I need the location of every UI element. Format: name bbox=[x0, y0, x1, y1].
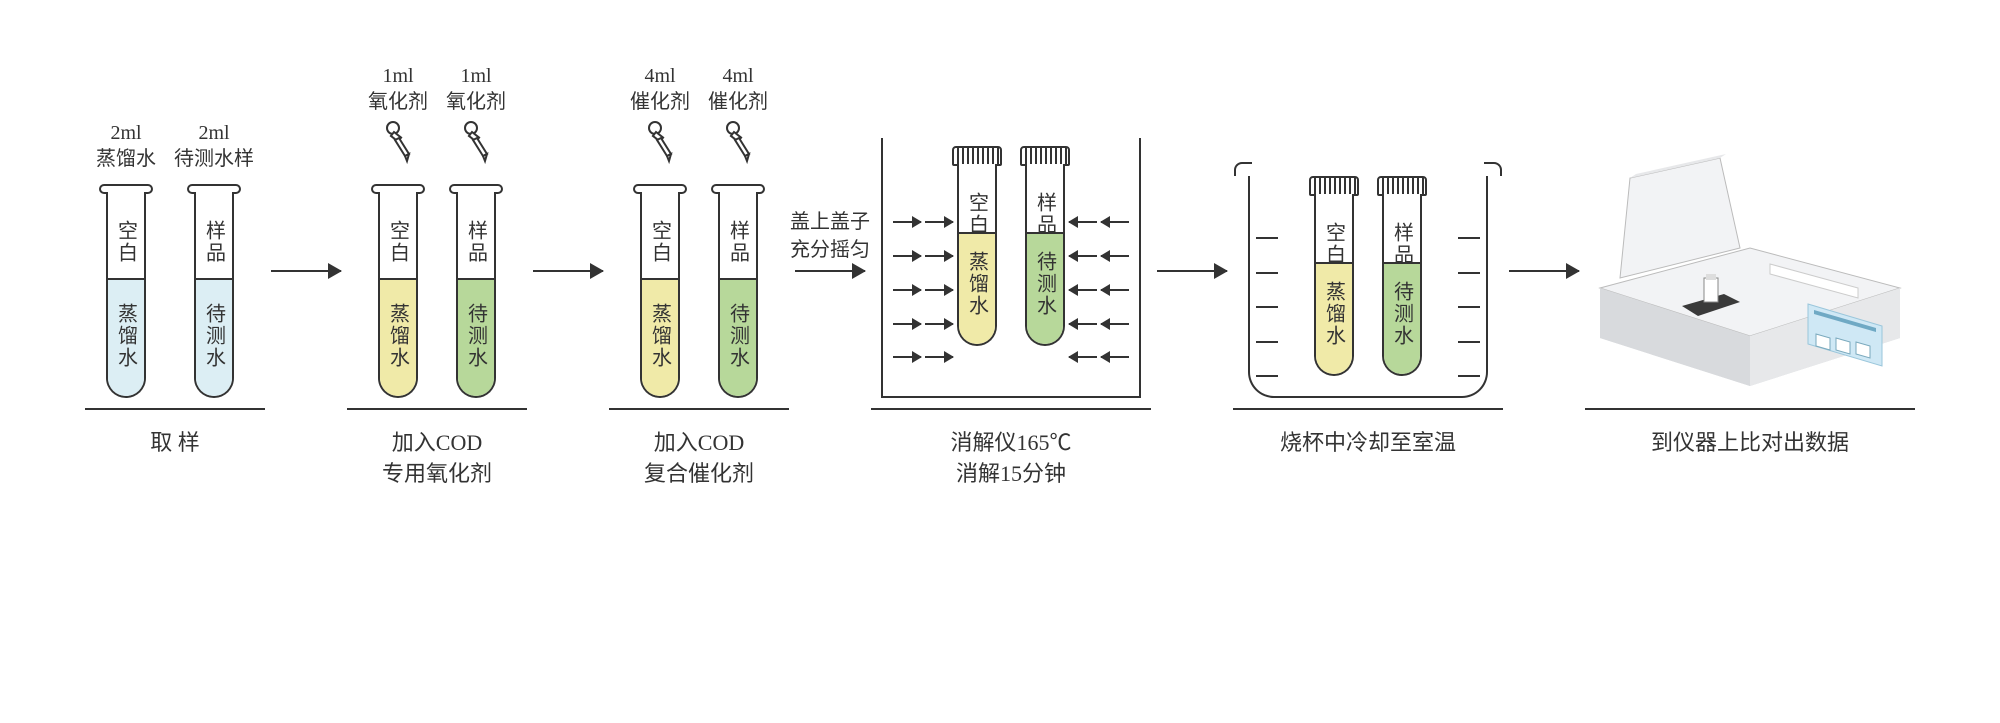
tube-top-label: 4ml催化剂 bbox=[708, 63, 768, 115]
digester: 空白蒸馏水样品待测水 bbox=[881, 138, 1141, 398]
tube-label-lower: 蒸馏水 bbox=[642, 286, 678, 386]
step-sampling: 2ml蒸馏水空白蒸馏水 2ml待测水样样品待测水取 样 bbox=[85, 50, 265, 490]
step-caption: 加入COD专用氧化剂 bbox=[382, 410, 492, 490]
tube: 空白蒸馏水 bbox=[1307, 176, 1361, 376]
process-arrow bbox=[1503, 10, 1585, 470]
step-cool: 空白蒸馏水样品待测水烧杯中冷却至室温 bbox=[1233, 50, 1503, 490]
tube-label-upper: 样品 bbox=[458, 202, 494, 282]
beaker: 空白蒸馏水样品待测水 bbox=[1248, 168, 1488, 398]
tube-label-lower: 蒸馏水 bbox=[108, 286, 144, 386]
tube-label-lower: 待测水 bbox=[720, 286, 756, 386]
tube-label-lower: 待测水 bbox=[458, 286, 494, 386]
process-arrow bbox=[265, 10, 347, 470]
tube-label-lower: 蒸馏水 bbox=[380, 286, 416, 386]
step-catalyst: 4ml催化剂空白蒸馏水4ml催化剂样品待测水加入COD复合催化剂 bbox=[609, 50, 789, 490]
cod-procedure-diagram: 2ml蒸馏水空白蒸馏水2ml待测水样样品待测水取 样1ml氧化剂空白蒸馏水1ml… bbox=[20, 40, 1980, 500]
tube: 4ml催化剂空白蒸馏水 bbox=[630, 63, 690, 398]
process-arrow bbox=[527, 10, 609, 470]
tube-top-label: 2ml待测水样 bbox=[174, 120, 254, 172]
tube: 1ml氧化剂样品待测水 bbox=[446, 63, 506, 398]
arrow-annotation: 盖上盖子充分摇匀 bbox=[790, 208, 870, 264]
step-caption: 取 样 bbox=[150, 410, 200, 490]
dropper-icon bbox=[725, 121, 751, 169]
dropper-icon bbox=[647, 121, 673, 169]
tube-label-lower: 待测水 bbox=[1027, 234, 1063, 334]
tube-label-lower: 待测水 bbox=[196, 286, 232, 386]
tube-top-label: 2ml蒸馏水 bbox=[96, 120, 156, 172]
tube: 4ml催化剂样品待测水 bbox=[708, 63, 768, 398]
tube: 1ml氧化剂空白蒸馏水 bbox=[368, 63, 428, 398]
step-caption: 烧杯中冷却至室温 bbox=[1280, 410, 1456, 490]
tube-label-upper: 空白 bbox=[380, 202, 416, 282]
step-caption: 消解仪165℃消解15分钟 bbox=[950, 410, 1071, 490]
step-caption: 到仪器上比对出数据 bbox=[1651, 410, 1849, 490]
tube-cap bbox=[1020, 146, 1070, 166]
step-oxidizer: 1ml氧化剂空白蒸馏水1ml氧化剂样品待测水加入COD专用氧化剂 bbox=[347, 50, 527, 490]
process-arrow: 盖上盖子充分摇匀 bbox=[789, 10, 871, 470]
tube-cap bbox=[1309, 176, 1359, 196]
tube-label-upper: 样品 bbox=[720, 202, 756, 282]
tube-label-upper: 样品 bbox=[196, 202, 232, 282]
tube-top-label: 1ml氧化剂 bbox=[368, 63, 428, 115]
analyzer-instrument-icon bbox=[1590, 138, 1910, 398]
tube-label-upper: 空白 bbox=[108, 202, 144, 282]
process-arrow bbox=[1151, 10, 1233, 470]
dropper-icon bbox=[463, 121, 489, 169]
tube: 样品待测水 bbox=[1018, 146, 1072, 346]
tube-label-lower: 蒸馏水 bbox=[959, 234, 995, 334]
tube: 空白蒸馏水 bbox=[950, 146, 1004, 346]
dropper-icon bbox=[385, 121, 411, 169]
tube-label-lower: 蒸馏水 bbox=[1316, 264, 1352, 364]
step-measure: 到仪器上比对出数据 bbox=[1585, 50, 1915, 490]
step-caption: 加入COD复合催化剂 bbox=[644, 410, 754, 490]
tube: 2ml待测水样样品待测水 bbox=[174, 120, 254, 398]
step-digest: 空白蒸馏水样品待测水消解仪165℃消解15分钟 bbox=[871, 50, 1151, 490]
tube-label-upper: 空白 bbox=[642, 202, 678, 282]
tube: 样品待测水 bbox=[1375, 176, 1429, 376]
tube-label-lower: 待测水 bbox=[1384, 264, 1420, 364]
tube-top-label: 4ml催化剂 bbox=[630, 63, 690, 115]
tube-cap bbox=[952, 146, 1002, 166]
tube-cap bbox=[1377, 176, 1427, 196]
tube: 2ml蒸馏水空白蒸馏水 bbox=[96, 120, 156, 398]
tube-top-label: 1ml氧化剂 bbox=[446, 63, 506, 115]
